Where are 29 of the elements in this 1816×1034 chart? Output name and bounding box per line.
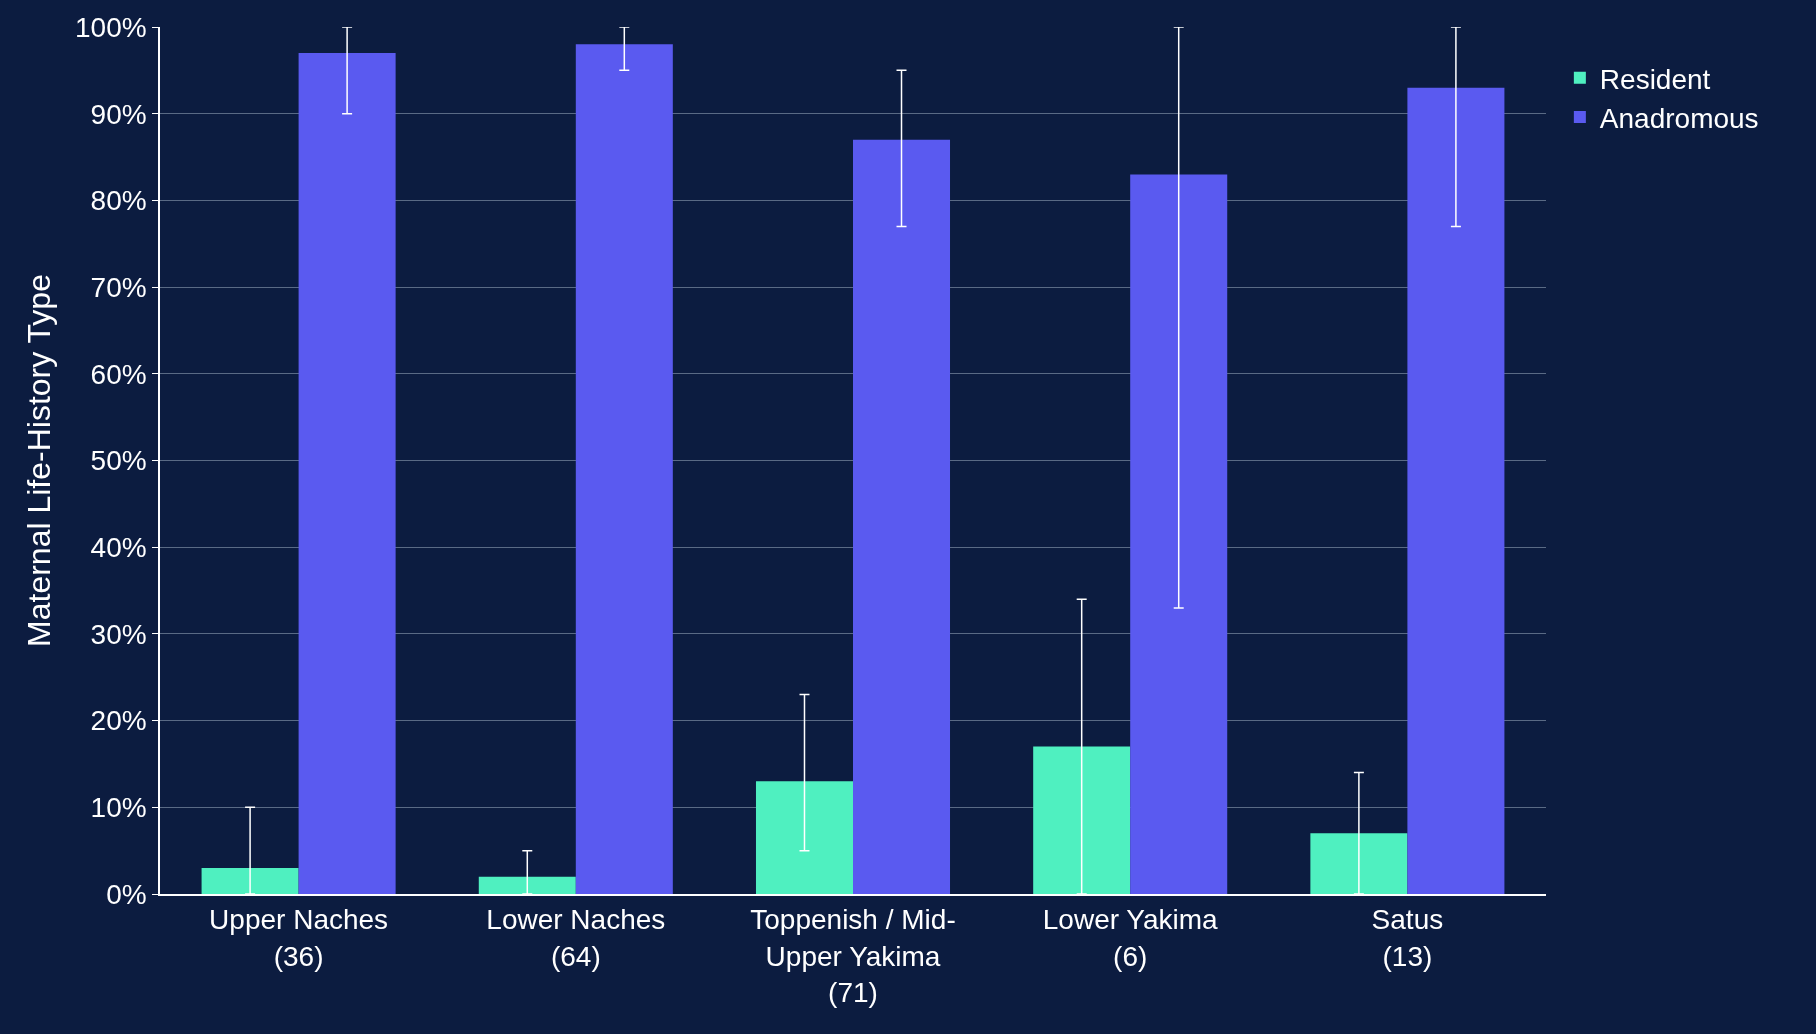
x-tick-label: Lower Yakima (6): [1042, 904, 1219, 972]
bar: [575, 44, 673, 894]
bar: [1407, 87, 1505, 894]
y-tick-label: 50%: [90, 445, 147, 477]
bar: [478, 876, 576, 894]
y-tick-label: 60%: [90, 358, 147, 390]
y-tick-label: 40%: [90, 532, 147, 563]
y-tick-label: 30%: [90, 618, 147, 650]
legend-label: Anadromous: [1599, 103, 1759, 135]
bar: [298, 53, 396, 894]
y-tick-label: 10%: [90, 792, 147, 824]
bar: [1033, 746, 1131, 894]
y-tick-label: 90%: [90, 98, 147, 130]
y-tick-label: 80%: [90, 185, 147, 217]
y-tick-label: 100%: [75, 11, 147, 43]
y-tick-label: 70%: [90, 271, 147, 303]
bar: [1310, 833, 1408, 894]
bar: [201, 867, 299, 894]
x-tick-label: Upper Naches (36): [209, 904, 389, 972]
bar: [755, 781, 853, 894]
y-tick-label: 0%: [106, 878, 147, 910]
legend-label: Resident: [1599, 63, 1711, 95]
bar: [1130, 174, 1228, 894]
bar: [853, 139, 951, 894]
x-tick-label: Satus (13): [1371, 904, 1444, 972]
x-tick-label: Toppenish / Mid- Upper Yakima (71): [750, 904, 956, 1009]
x-tick-label: Lower Naches (64): [486, 904, 666, 972]
y-tick-label: 20%: [90, 705, 147, 737]
y-axis-title: Maternal Life-History Type: [20, 274, 57, 647]
